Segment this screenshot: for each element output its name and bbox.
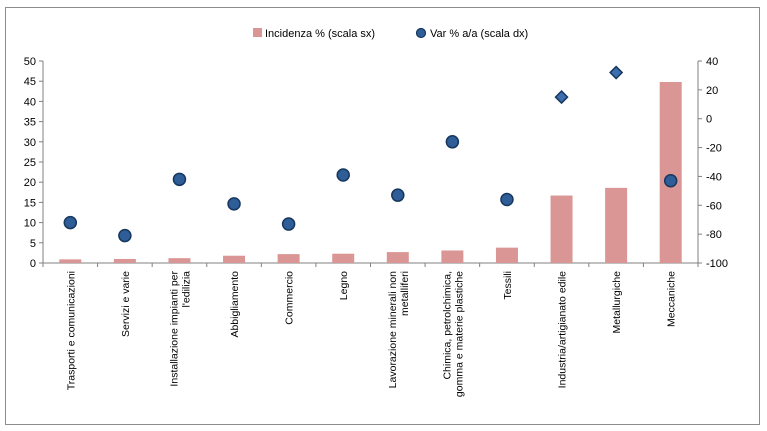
right-tick-label: -20 — [706, 143, 722, 155]
category-label: Meccaniche — [666, 271, 678, 327]
left-tick-label: 20 — [24, 177, 36, 189]
category-label-line: Legno — [338, 271, 350, 300]
category-label-line: l'edilizia — [180, 271, 192, 308]
category-label-line: Installazione impianti per — [168, 270, 180, 386]
point — [500, 192, 514, 207]
bar — [59, 259, 82, 263]
point — [118, 228, 132, 243]
right-tick-label: -60 — [706, 200, 722, 212]
left-tick-label: 40 — [24, 96, 36, 108]
point-diamond — [554, 90, 569, 105]
legend-swatch-point — [415, 27, 427, 39]
left-tick-label: 30 — [24, 137, 36, 149]
bar — [550, 195, 573, 263]
right-tick-label: -100 — [706, 258, 728, 270]
category-label: Servizi e varie — [120, 271, 132, 337]
category-label-line: Tessili — [502, 271, 514, 300]
point-diamond — [609, 65, 624, 80]
left-tick-label: 15 — [24, 197, 36, 209]
left-tick-label: 50 — [24, 56, 36, 68]
category-label: Abbigliamento — [229, 271, 241, 338]
category-label-line: Trasporti e comunicazioni — [65, 271, 77, 390]
legend-label-point: Var % a/a (scala dx) — [430, 28, 528, 40]
category-label-line: Abbigliamento — [229, 271, 241, 338]
bar — [113, 258, 136, 263]
point — [391, 188, 405, 202]
bar — [386, 252, 409, 263]
left-tick-label: 0 — [30, 258, 36, 270]
category-label-line: gomma e materie plastiche — [453, 271, 465, 397]
left-tick-label: 5 — [30, 238, 36, 250]
left-tick-label: 35 — [24, 117, 36, 129]
category-label: Tessili — [502, 271, 514, 300]
chart-svg: 0 5 10 15 20 25 30 35 40 45 50 -100 -80 -60 -40 -20 0 20 4… — [24, 27, 728, 397]
bar — [605, 187, 628, 263]
category-label-line: metalliferi — [399, 271, 411, 316]
left-tick-label: 10 — [24, 218, 36, 230]
category-label: Commercio — [284, 271, 296, 325]
bar — [277, 254, 300, 263]
bar — [223, 255, 246, 263]
category-label: Chimica, petrolchimica,gomma e materie p… — [441, 271, 465, 397]
category-label-line: Lavorazione minerali non — [387, 271, 399, 388]
right-tick-label: -40 — [706, 171, 722, 183]
category-label: Installazione impianti perl'edilizia — [168, 270, 192, 386]
category-label-line: Industria/artigianato edile — [557, 271, 569, 388]
left-tick-label: 45 — [24, 76, 36, 88]
right-tick-label: 20 — [706, 85, 718, 97]
category-label-line: Chimica, petrolchimica, — [441, 271, 453, 380]
category-label-line: Servizi e varie — [120, 271, 132, 337]
category-label-line: Metallurgiche — [611, 271, 623, 334]
category-label: Industria/artigianato edile — [557, 271, 569, 388]
category-label: Trasporti e comunicazioni — [65, 271, 77, 390]
category-label: Legno — [338, 271, 350, 300]
point — [172, 172, 187, 187]
legend-swatch-bar — [253, 28, 262, 37]
point — [281, 217, 296, 231]
right-tick-label: -80 — [706, 229, 722, 241]
left-tick-label: 25 — [24, 157, 36, 169]
category-label: Metallurgiche — [611, 271, 623, 334]
point — [227, 197, 241, 211]
bar — [332, 253, 355, 263]
category-label-line: Meccaniche — [666, 271, 678, 327]
bar — [495, 247, 518, 263]
point — [445, 135, 460, 149]
bar — [168, 258, 191, 263]
right-tick-label: 40 — [706, 56, 718, 68]
chart-frame: 0 5 10 15 20 25 30 35 40 45 50 -100 -80 -60 -40 -20 0 20 4… — [5, 7, 760, 425]
point — [663, 174, 678, 188]
right-tick-label: 0 — [706, 114, 712, 126]
category-label: Lavorazione minerali nonmetalliferi — [387, 271, 411, 388]
point — [336, 168, 350, 182]
bar — [441, 250, 464, 263]
point — [63, 215, 78, 230]
category-label-line: Commercio — [284, 271, 296, 325]
bar — [659, 82, 682, 264]
legend-label-bar: Incidenza % (scala sx) — [265, 28, 375, 40]
